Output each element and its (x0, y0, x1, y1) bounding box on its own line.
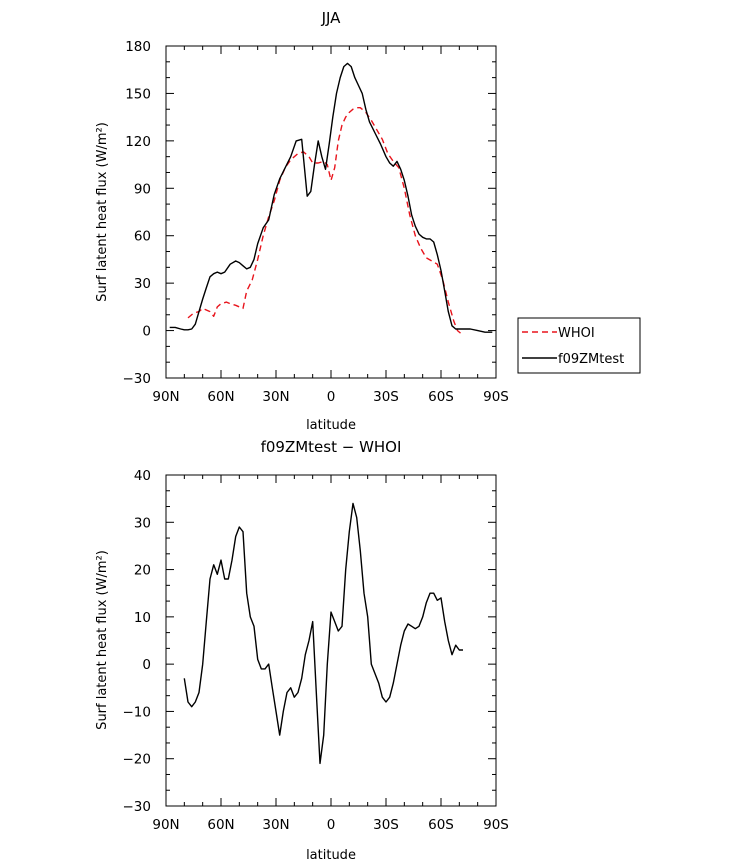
bottom-plot-frame (165, 474, 497, 807)
bottom-x-tick-label: 30N (262, 817, 289, 833)
top-x-tick-label: 90N (152, 389, 179, 405)
bottom-y-tick-label: 0 (142, 657, 151, 673)
top-panel: JJA 90N 60N 30N 0 30S 60S 90S −30 0 30 60 90 120 150 1… (95, 9, 641, 433)
top-y-tick-label: 120 (125, 134, 151, 150)
bottom-y-tick-label: 40 (134, 468, 151, 484)
top-x-axis-label: latitude (306, 418, 356, 433)
top-x-tick-label: 0 (327, 389, 336, 405)
bottom-y-tick-label: 30 (134, 515, 151, 531)
top-series-line-whoi (187, 106, 462, 335)
bottom-x-tick-label: 90S (483, 817, 509, 833)
bottom-x-tick-label: 30S (373, 817, 399, 833)
top-chart-title: JJA (321, 9, 342, 27)
legend: WHOI f09ZMtest (517, 317, 641, 374)
top-y-tick-label: 30 (134, 276, 151, 292)
bottom-panel: f09ZMtest − WHOI 90N 60N 30N 0 30S 60S 90S −30 −… (95, 438, 509, 863)
legend-box (517, 317, 641, 374)
bottom-x-tick-label: 90N (152, 817, 179, 833)
top-x-tick-label: 60S (428, 389, 454, 405)
top-series-line-f09zmtest (169, 62, 493, 333)
bottom-y-axis-label: Surf latent heat flux (W/m²) (95, 550, 110, 730)
bottom-y-tick-label: 20 (134, 563, 151, 579)
bottom-x-tick-label: 60S (428, 817, 454, 833)
bottom-y-tick-label: −30 (123, 799, 152, 815)
top-y-tick-label: 60 (134, 229, 151, 245)
top-axis-layer: 90N 60N 30N 0 30S 60S 90S −30 0 30 60 90 120 150 180 (123, 39, 509, 405)
top-x-tick-label: 90S (483, 389, 509, 405)
top-plot-frame (165, 45, 497, 379)
top-x-tick-label: 30S (373, 389, 399, 405)
bottom-chart-title: f09ZMtest − WHOI (261, 438, 402, 456)
top-y-tick-label: 0 (142, 324, 151, 340)
top-x-tick-label: 60N (207, 389, 234, 405)
bottom-x-tick-label: 0 (327, 817, 336, 833)
bottom-y-tick-label: 10 (134, 610, 151, 626)
bottom-y-tick-label: −20 (123, 752, 152, 768)
top-y-tick-label: 90 (134, 181, 151, 197)
bottom-series-line-difference (183, 502, 463, 765)
legend-label-whoi: WHOI (558, 326, 595, 341)
top-y-axis-label: Surf latent heat flux (W/m²) (95, 122, 110, 302)
top-series-layer (169, 62, 493, 335)
bottom-y-tick-label: −10 (123, 704, 152, 720)
bottom-x-axis-label: latitude (306, 848, 356, 863)
legend-label-f09zmtest: f09ZMtest (558, 352, 624, 367)
bottom-series-layer (183, 502, 463, 765)
top-x-tick-label: 30N (262, 389, 289, 405)
top-y-tick-label: 150 (125, 86, 151, 102)
bottom-x-tick-label: 60N (207, 817, 234, 833)
top-y-tick-label: −30 (123, 371, 152, 387)
top-y-tick-label: 180 (125, 39, 151, 55)
